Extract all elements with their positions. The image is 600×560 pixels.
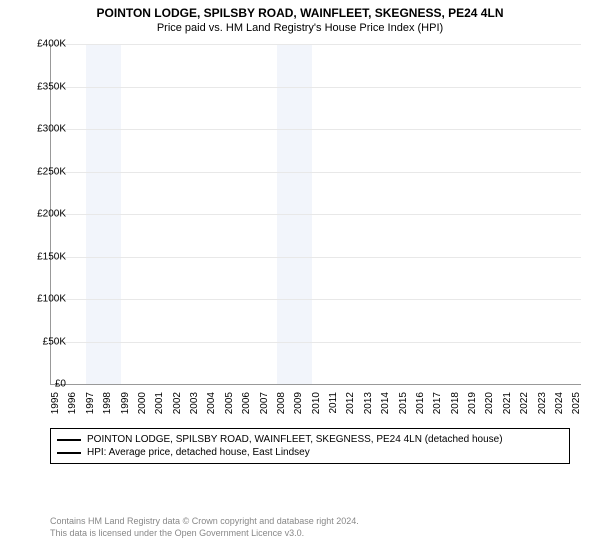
legend-swatch — [57, 439, 81, 441]
x-tick-label: 1997 — [85, 392, 96, 414]
legend-label: HPI: Average price, detached house, East… — [87, 447, 310, 458]
y-tick-label: £50K — [22, 336, 66, 347]
gridline — [51, 87, 581, 88]
plot-area — [50, 44, 581, 385]
x-tick-label: 2010 — [311, 392, 322, 414]
x-tick-label: 1999 — [120, 392, 131, 414]
x-tick-label: 2019 — [467, 392, 478, 414]
gridline — [51, 44, 581, 45]
x-tick-label: 2025 — [571, 392, 582, 414]
legend-row: HPI: Average price, detached house, East… — [57, 446, 563, 459]
x-tick-label: 2006 — [241, 392, 252, 414]
x-tick-label: 2003 — [189, 392, 200, 414]
footer-line: This data is licensed under the Open Gov… — [50, 528, 570, 540]
x-tick-label: 2018 — [450, 392, 461, 414]
chart-container: POINTON LODGE, SPILSBY ROAD, WAINFLEET, … — [0, 0, 600, 560]
y-tick-label: £100K — [22, 294, 66, 305]
x-tick-label: 2000 — [137, 392, 148, 414]
x-tick-label: 2023 — [537, 392, 548, 414]
x-tick-label: 1995 — [50, 392, 61, 414]
gridline — [51, 299, 581, 300]
y-tick-label: £200K — [22, 209, 66, 220]
legend-swatch — [57, 452, 81, 454]
gridline — [51, 129, 581, 130]
gridline — [51, 214, 581, 215]
y-tick-label: £0 — [22, 379, 66, 390]
gridline — [51, 172, 581, 173]
x-tick-label: 1996 — [67, 392, 78, 414]
legend-row: POINTON LODGE, SPILSBY ROAD, WAINFLEET, … — [57, 433, 563, 446]
chart-subtitle: Price paid vs. HM Land Registry's House … — [0, 20, 600, 38]
y-tick-label: £250K — [22, 166, 66, 177]
x-tick-label: 2004 — [206, 392, 217, 414]
x-tick-label: 2022 — [519, 392, 530, 414]
legend-box: POINTON LODGE, SPILSBY ROAD, WAINFLEET, … — [50, 428, 570, 464]
y-tick-label: £400K — [22, 39, 66, 50]
footer-line: Contains HM Land Registry data © Crown c… — [50, 516, 570, 528]
x-axis-labels: 1995 1996 1997 1998 1999 2000 2001 2002 2003 2004… — [50, 388, 580, 424]
x-tick-label: 2013 — [363, 392, 374, 414]
x-tick-label: 2021 — [502, 392, 513, 414]
x-tick-label: 2008 — [276, 392, 287, 414]
x-tick-label: 2001 — [154, 392, 165, 414]
x-tick-label: 2002 — [172, 392, 183, 414]
y-tick-label: £300K — [22, 124, 66, 135]
chart-title: POINTON LODGE, SPILSBY ROAD, WAINFLEET, … — [0, 0, 600, 20]
x-tick-label: 2009 — [293, 392, 304, 414]
x-tick-label: 2011 — [328, 392, 339, 414]
x-tick-label: 2016 — [415, 392, 426, 414]
x-tick-label: 2024 — [554, 392, 565, 414]
gridline — [51, 342, 581, 343]
legend-label: POINTON LODGE, SPILSBY ROAD, WAINFLEET, … — [87, 434, 503, 445]
y-tick-label: £150K — [22, 251, 66, 262]
x-tick-label: 2015 — [398, 392, 409, 414]
x-tick-label: 2020 — [484, 392, 495, 414]
footer-text: Contains HM Land Registry data © Crown c… — [50, 516, 570, 539]
x-tick-label: 2005 — [224, 392, 235, 414]
x-tick-label: 2014 — [380, 392, 391, 414]
x-tick-label: 2007 — [259, 392, 270, 414]
y-tick-label: £350K — [22, 81, 66, 92]
x-tick-label: 2017 — [432, 392, 443, 414]
x-tick-label: 1998 — [102, 392, 113, 414]
x-tick-label: 2012 — [345, 392, 356, 414]
gridline — [51, 257, 581, 258]
